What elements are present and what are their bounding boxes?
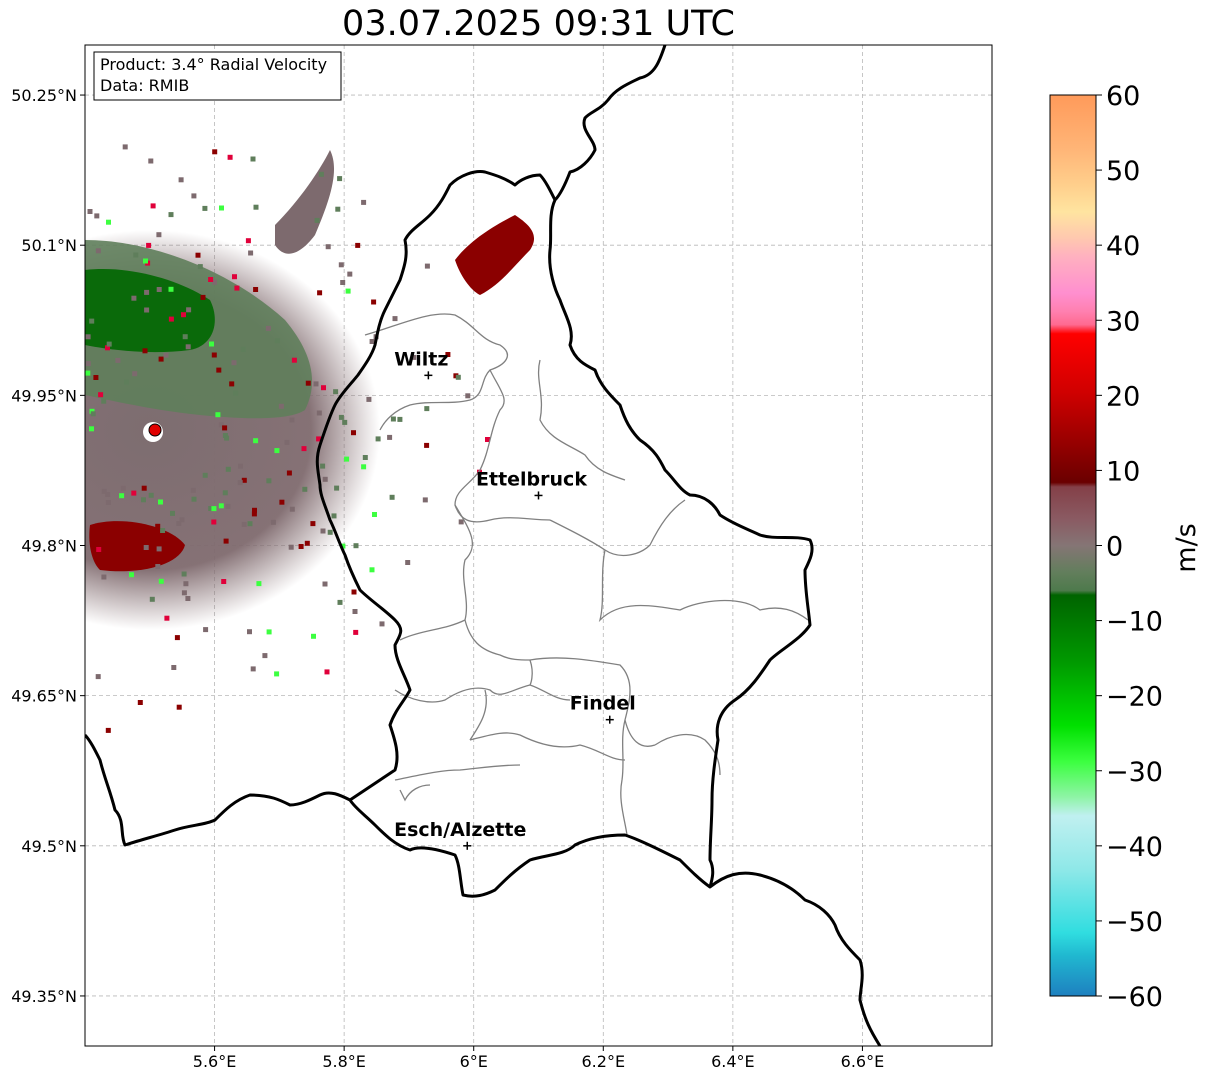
colorbar-tick-label: 40 bbox=[1106, 231, 1140, 262]
lon-tick-label: 6°E bbox=[460, 1052, 488, 1071]
colorbar-tick-label: 10 bbox=[1106, 456, 1140, 487]
city-marker: Wiltz bbox=[394, 348, 448, 380]
canton-boundaries bbox=[364, 313, 809, 836]
colorbar-tick-label: −10 bbox=[1106, 607, 1163, 638]
echo-speckles bbox=[85, 144, 490, 733]
lon-tick-label: 6.2°E bbox=[582, 1052, 626, 1071]
longitude-ticks: 5.6°E 5.8°E 6°E 6.2°E 6.4°E 6.6°E bbox=[193, 1046, 884, 1071]
colorbar-tick-label: −40 bbox=[1106, 832, 1163, 863]
colorbar-label: m/s bbox=[1171, 523, 1202, 572]
info-product: Product: 3.4° Radial Velocity bbox=[100, 55, 327, 74]
city-marker: Ettelbruck bbox=[476, 468, 587, 500]
lat-tick-label: 49.65°N bbox=[11, 687, 77, 706]
colorbar-tick-label: 50 bbox=[1106, 156, 1140, 187]
radar-site-marker bbox=[148, 423, 162, 437]
lon-tick-label: 5.6°E bbox=[193, 1052, 237, 1071]
lon-tick-label: 6.4°E bbox=[711, 1052, 755, 1071]
city-marker: Findel bbox=[570, 693, 636, 724]
lat-tick-label: 49.5°N bbox=[21, 837, 77, 856]
map-title: 03.07.2025 09:31 UTC bbox=[342, 4, 735, 44]
colorbar-tick-label: 20 bbox=[1106, 381, 1140, 412]
city-label: Esch/Alzette bbox=[394, 819, 526, 841]
city-markers: Wiltz Ettelbruck Findel Esch/Alzette bbox=[394, 348, 636, 850]
city-label: Wiltz bbox=[394, 348, 448, 370]
colorbar-tick-label: −60 bbox=[1106, 982, 1163, 1013]
lon-tick-label: 6.6°E bbox=[841, 1052, 885, 1071]
city-label: Findel bbox=[570, 693, 636, 715]
storm-cell-north bbox=[455, 215, 535, 295]
colorbar-tick-label: −50 bbox=[1106, 907, 1163, 938]
echo-region-strong-inbound bbox=[85, 269, 215, 353]
colorbar-ticks: 60 50 40 30 20 10 0 −10 −20 −30 −40 −50 −60 bbox=[1096, 81, 1163, 1013]
lat-tick-label: 50.25°N bbox=[11, 86, 77, 105]
latitude-ticks: 50.25°N 50.1°N 49.95°N 49.8°N 49.65°N 49.5°N 4… bbox=[11, 86, 85, 1006]
echo-region-strong-outbound bbox=[89, 521, 185, 572]
colorbar-ramp bbox=[1049, 94, 1097, 997]
lon-tick-label: 5.8°E bbox=[322, 1052, 366, 1071]
radar-site bbox=[143, 422, 163, 442]
colorbar-tick-label: −30 bbox=[1106, 757, 1163, 788]
city-label: Ettelbruck bbox=[476, 468, 587, 490]
lat-tick-label: 50.1°N bbox=[21, 236, 77, 255]
lat-tick-label: 49.95°N bbox=[11, 386, 77, 405]
info-box: Product: 3.4° Radial Velocity Data: RMIB bbox=[93, 51, 342, 101]
colorbar-tick-label: −20 bbox=[1106, 682, 1163, 713]
colorbar: 60 50 40 30 20 10 0 −10 −20 −30 −40 −50 −60 m/s bbox=[1049, 81, 1202, 1013]
lat-tick-label: 49.8°N bbox=[21, 537, 77, 556]
national-borders bbox=[85, 45, 882, 1046]
colorbar-tick-label: 60 bbox=[1106, 81, 1140, 112]
info-data-source: Data: RMIB bbox=[100, 76, 189, 95]
radar-echo-layer bbox=[85, 144, 535, 733]
city-marker: Esch/Alzette bbox=[394, 819, 526, 850]
colorbar-tick-label: 0 bbox=[1106, 532, 1123, 563]
lat-tick-label: 49.35°N bbox=[11, 987, 77, 1006]
colorbar-tick-label: 30 bbox=[1106, 306, 1140, 337]
